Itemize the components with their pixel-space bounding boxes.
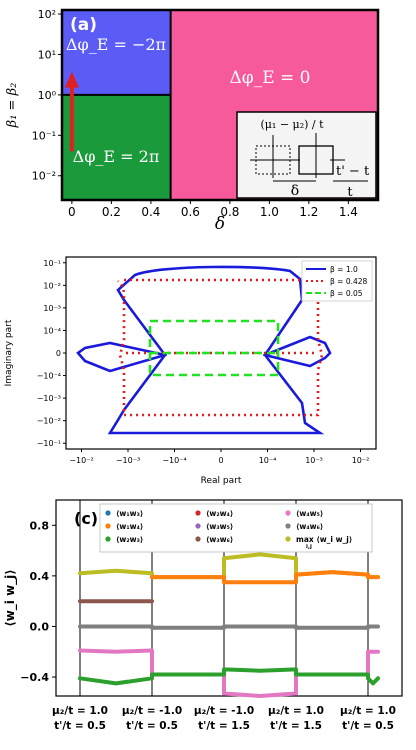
panel-a-label: (a) xyxy=(70,15,97,35)
inset-mu-label: (μ₁ − μ₂) / t xyxy=(260,118,324,131)
y-tick-label: −0.4 xyxy=(20,671,49,684)
x-tick-label: 0.4 xyxy=(141,205,160,219)
segment-label-bottom: t'/t = 1.5 xyxy=(198,720,250,732)
legend-marker xyxy=(195,523,201,529)
x-tick-label: −10⁻³ xyxy=(116,456,140,465)
inset-tprime-label: t' − t xyxy=(336,164,370,179)
y-tick-label: 0.0 xyxy=(30,620,50,633)
y-axis-label: Imaginary part xyxy=(4,319,14,386)
region-2pi xyxy=(62,94,171,200)
legend-label: ⟨w₃w₆⟩ xyxy=(206,535,233,544)
legend-label: ⟨w₃w₅⟩ xyxy=(206,522,233,531)
region-neg2pi xyxy=(62,10,171,95)
segment-label-top: μ₂/t = 1.0 xyxy=(268,705,324,717)
legend-label: β = 0.428 xyxy=(330,277,368,286)
legend-label: ⟨w₁w₄⟩ xyxy=(116,522,143,531)
y-tick-label: 10⁻³ xyxy=(43,304,61,313)
legend: ⟨w₁w₃⟩ ⟨w₂w₄⟩ ⟨w₄w₅⟩ ⟨w₁w₄⟩ ⟨w₃w₅⟩ ⟨w₄w₆⟩ ⟨w₂w… xyxy=(99,503,373,553)
y-tick-label: 10⁻¹ xyxy=(32,129,56,142)
region-label-2pi: Δφ_E = 2π xyxy=(73,147,160,166)
legend-marker xyxy=(285,536,291,542)
y-tick-label: 10⁻² xyxy=(32,170,56,183)
segment-label-top: μ₂/t = 1.0 xyxy=(340,705,396,717)
segment-label-bottom: t'/t = 0.5 xyxy=(126,720,178,732)
x-tick-label: 1.0 xyxy=(260,205,279,219)
inset-delta-label: δ xyxy=(291,183,299,199)
legend-label: max ⟨w_i w_j⟩ xyxy=(296,535,352,544)
complex-spectrum-plot: −10⁻² −10⁻³ −10⁻⁴ 0 10⁻⁴ 10⁻³ 10⁻² 10⁻¹ 10⁻² 10⁻… xyxy=(4,256,377,486)
x-axis-label: δ xyxy=(215,214,225,234)
y-tick-label: 10⁻² xyxy=(43,281,61,290)
red-arrow-head xyxy=(64,71,79,88)
series-beta-0-05 xyxy=(148,319,280,377)
segment-label-top: μ₂/t = -1.0 xyxy=(194,705,254,717)
series-line xyxy=(78,667,380,686)
x-tick-label: −10⁻² xyxy=(69,456,93,465)
legend-marker xyxy=(195,536,201,542)
y-tick-label: 0.4 xyxy=(30,570,50,583)
y-tick-label: 10⁻¹ xyxy=(43,259,61,268)
legend-marker xyxy=(195,510,201,516)
inset-schematic: (μ₁ − μ₂) / t t' − t δ t xyxy=(236,111,377,200)
legend-marker xyxy=(285,510,291,516)
legend-label: ⟨w₄w₅⟩ xyxy=(296,509,323,518)
y-axis-label: β₁ = β₂ xyxy=(5,83,20,129)
series-beta-1-0 xyxy=(76,265,332,435)
legend-marker xyxy=(285,523,291,529)
y-tick-label: 0.8 xyxy=(30,519,50,532)
y-tick-label: 10¹ xyxy=(38,48,56,61)
panel-c-label: (c) xyxy=(74,509,98,528)
legend-label: ⟨w₄w₆⟩ xyxy=(296,522,323,531)
y-tick-label: 10² xyxy=(38,8,56,21)
legend-box xyxy=(99,503,373,553)
legend: β = 1.0 β = 0.428 β = 0.05 xyxy=(301,260,373,302)
legend-label: β = 1.0 xyxy=(330,265,358,274)
x-tick-label: 0.2 xyxy=(102,205,121,219)
legend-marker xyxy=(105,523,111,529)
legend-label: ⟨w₁w₃⟩ xyxy=(116,509,143,518)
x-tick-label: 10⁻⁴ xyxy=(259,456,277,465)
series-beta-0-428 xyxy=(117,278,324,417)
legend-marker xyxy=(105,510,111,516)
x-tick-label: 0 xyxy=(218,456,223,465)
x-axis-label: Real part xyxy=(201,476,242,486)
segment-label-bottom: t'/t = 0.5 xyxy=(54,720,106,732)
legend-label: ⟨w₂w₃⟩ xyxy=(116,535,143,544)
region-label-zero: Δφ_E = 0 xyxy=(230,68,311,88)
region-label-neg2pi: Δφ_E = −2π xyxy=(66,35,166,54)
x-tick-label: 10⁻² xyxy=(352,456,370,465)
phase-diagram: (a) Δφ_E = −2π Δφ_E = 2π Δφ_E = 0 0 0.2 0.… xyxy=(5,8,380,234)
y-tick-label: −10⁻² xyxy=(37,417,61,426)
y-tick-label: −10⁻³ xyxy=(37,394,61,403)
y-tick-label: 10⁻⁴ xyxy=(43,326,61,335)
y-tick-label: 10⁰ xyxy=(38,89,57,102)
segment-label-top: μ₂/t = -1.0 xyxy=(122,705,182,717)
segment-label-bottom: t'/t = 0.5 xyxy=(342,720,394,732)
correlation-plot: (c) ⟨w₁w₃⟩ ⟨w₂w₄⟩ ⟨w₄w₅⟩ ⟨w₁w₄⟩ ⟨w₃w₅⟩ ⟨w₄w₆⟩… xyxy=(3,499,403,732)
x-tick-label: 10⁻³ xyxy=(305,456,323,465)
segment-label-bottom: t'/t = 1.5 xyxy=(270,720,322,732)
x-tick-label: 0 xyxy=(68,205,76,219)
series-line xyxy=(150,570,380,585)
y-tick-label: −10⁻⁴ xyxy=(37,372,61,381)
legend-subscript: i,j xyxy=(306,544,312,550)
legend-box xyxy=(301,260,373,302)
x-tick-label: 1.4 xyxy=(339,205,358,219)
series-line xyxy=(78,648,380,698)
legend-label: β = 0.05 xyxy=(330,289,363,298)
y-tick-label: 0 xyxy=(56,349,61,358)
x-tick-label: 0.8 xyxy=(220,205,239,219)
inset-t-label: t xyxy=(347,185,353,200)
x-tick-label: 1.2 xyxy=(299,205,318,219)
legend-label: ⟨w₂w₄⟩ xyxy=(206,509,233,518)
y-axis-label: ⟨w_i w_j⟩ xyxy=(3,569,18,627)
legend-marker xyxy=(105,536,111,542)
x-tick-label: 0.6 xyxy=(181,205,200,219)
y-tick-label: −10⁻¹ xyxy=(37,439,61,448)
x-tick-label: −10⁻⁴ xyxy=(162,456,186,465)
series-line xyxy=(78,624,380,630)
segment-label-top: μ₂/t = 1.0 xyxy=(52,705,108,717)
